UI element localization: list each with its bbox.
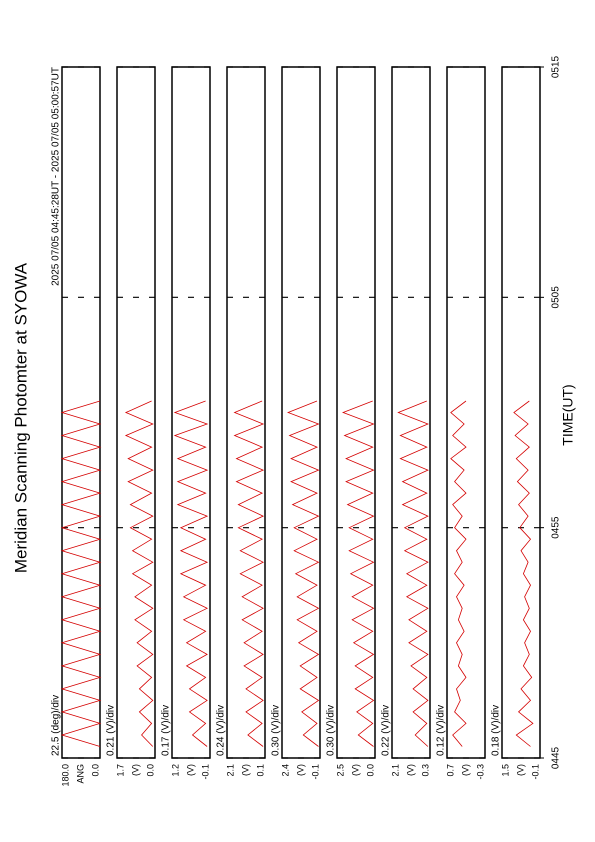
panel-frame	[116, 66, 156, 759]
subtitle: 2025 07/05 04:45:28UT - 2025 07/05 05:00…	[51, 67, 62, 286]
panel-label: (V)	[295, 764, 305, 776]
scale-label: 0.30 (V)/div	[271, 705, 282, 756]
y-tick-label: 2.1	[390, 764, 400, 777]
scale-label: 0.17 (V)/div	[161, 705, 172, 756]
scale-label: 22.5 (deg)/div	[51, 695, 62, 756]
scale-label: 0.18 (V)/div	[491, 705, 502, 756]
panel-frame	[226, 66, 266, 759]
data-line	[60, 400, 102, 747]
x-axis-title: TIME(UT)	[560, 384, 576, 445]
y-tick-label: 0.1	[255, 764, 265, 777]
data-line	[233, 400, 265, 747]
y-tick-label: 2.5	[335, 764, 345, 777]
scale-label: 0.22 (V)/div	[381, 705, 392, 756]
panel-label: (V)	[130, 764, 140, 776]
scale-label: 0.12 (V)/div	[436, 705, 447, 756]
y-tick-label: 1.7	[115, 764, 125, 777]
y-tick-label: 0.0	[145, 764, 155, 777]
scale-label: 0.30 (V)/div	[326, 705, 337, 756]
panel-frame	[446, 66, 486, 759]
y-tick-label: -0.3	[475, 764, 485, 780]
y-tick-label: 1.5	[500, 764, 510, 777]
panel-label: (V)	[185, 764, 195, 776]
y-tick-label: 0.0	[365, 764, 375, 777]
panel-label: (V)	[405, 764, 415, 776]
y-tick-label: 2.1	[225, 764, 235, 777]
plot-frame: Meridian Scanning Photomter at SYOWA 202…	[11, 55, 575, 786]
panel-label: (V)	[515, 764, 525, 776]
y-tick-label: -0.1	[310, 764, 320, 780]
data-line	[341, 400, 375, 747]
data-line	[173, 400, 209, 747]
panel-label: (V)	[240, 764, 250, 776]
panel-frame	[61, 66, 101, 759]
y-tick-label: -0.1	[530, 764, 540, 780]
data-line	[513, 400, 534, 747]
data-line	[397, 400, 429, 747]
y-tick-label: 0.7	[445, 764, 455, 777]
y-tick-label: 0.0	[90, 764, 100, 777]
chart-title: Meridian Scanning Photomter at SYOWA	[11, 262, 30, 573]
x-tick-label: 0505	[551, 286, 562, 309]
data-line	[286, 400, 320, 747]
x-tick-label: 0455	[551, 516, 562, 539]
y-tick-label: -0.1	[200, 764, 210, 780]
data-line	[124, 400, 154, 747]
y-tick-label: 0.3	[420, 764, 430, 777]
y-tick-label: 180.0	[60, 764, 70, 787]
y-tick-label: 2.4	[280, 764, 290, 777]
panel-frame	[501, 66, 541, 759]
scale-label: 0.21 (V)/div	[106, 705, 117, 756]
scale-label: 0.24 (V)/div	[216, 705, 227, 756]
y-tick-label: 1.2	[170, 764, 180, 777]
x-tick-label: 0515	[551, 55, 562, 78]
x-tick-label: 0445	[551, 746, 562, 769]
panel-label: ANG	[75, 764, 85, 784]
panel-label: (V)	[350, 764, 360, 776]
data-line	[450, 400, 467, 747]
panel-frame	[171, 66, 211, 759]
panel-label: (V)	[460, 764, 470, 776]
